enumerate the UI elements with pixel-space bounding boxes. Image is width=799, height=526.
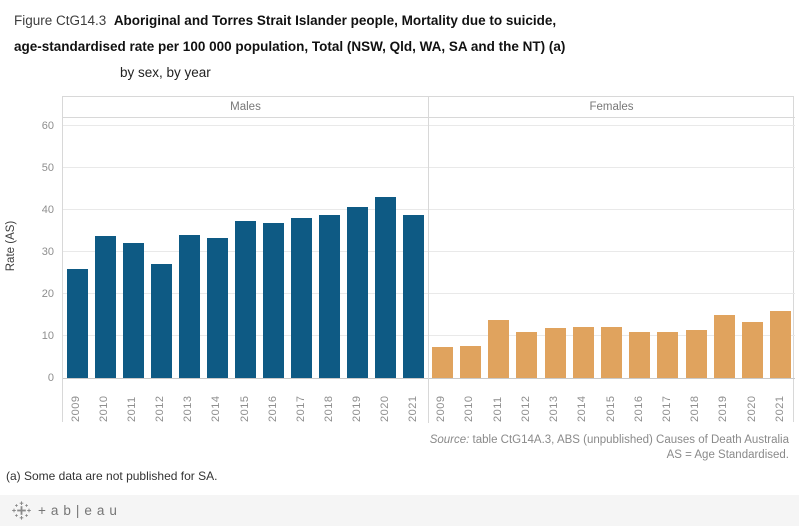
bar-females-2014[interactable]	[572, 326, 594, 378]
bar-males-2019[interactable]	[347, 207, 369, 378]
y-tick-30: 30	[41, 246, 54, 258]
year-label-females-2018: 2018	[689, 395, 702, 422]
year-label-males-2017: 2017	[294, 395, 307, 422]
bar-females-2009[interactable]	[431, 347, 453, 378]
year-label-females-2020: 2020	[745, 395, 758, 422]
tableau-toolbar: +ab|eau	[0, 495, 799, 526]
year-label-males-2014: 2014	[210, 395, 223, 422]
year-label-males-2019: 2019	[350, 395, 363, 422]
plot-area-females	[428, 118, 795, 379]
bar-females-2016[interactable]	[629, 331, 651, 378]
year-label-females-2011: 2011	[491, 396, 504, 422]
year-label-females-2009: 2009	[435, 395, 448, 422]
bar-females-2011[interactable]	[488, 320, 510, 378]
gridline-50	[428, 167, 795, 168]
tableau-wordmark: +ab|eau	[38, 502, 122, 518]
bar-males-2012[interactable]	[150, 263, 172, 378]
x-axis-males: 2009 2010 2011 2012 2013 2014 2015 2016 2017 2018…	[63, 379, 428, 423]
bar-males-2021[interactable]	[403, 214, 425, 378]
year-label-males-2020: 2020	[378, 395, 391, 422]
source-line: Source: table CtG14A.3, ABS (unpublished…	[430, 433, 789, 448]
bar-males-2017[interactable]	[291, 217, 313, 378]
bar-males-2009[interactable]	[66, 268, 88, 378]
figure-title: Figure CtG14.3 Aboriginal and Torres Str…	[14, 8, 789, 86]
gridline-60	[63, 125, 428, 126]
bar-males-2018[interactable]	[319, 214, 341, 378]
gridline-40	[63, 209, 428, 210]
footnote: (a) Some data are not published for SA.	[6, 469, 218, 483]
gridline-50	[63, 167, 428, 168]
figure-number: Figure CtG14.3	[14, 13, 107, 28]
bar-males-2014[interactable]	[206, 238, 228, 378]
tableau-logo-mark-icon	[12, 501, 31, 520]
y-tick-0: 0	[47, 372, 54, 384]
bar-females-2012[interactable]	[516, 331, 538, 378]
bar-males-2015[interactable]	[235, 220, 256, 378]
x-axis-females: 2009 2010 2011 2012 2013 2014 2015 2016 2017 2018…	[428, 379, 795, 423]
year-label-females-2017: 2017	[660, 395, 673, 422]
gridline-40	[428, 209, 795, 210]
panel-divider	[428, 97, 429, 423]
gridline-30	[428, 251, 795, 252]
bar-females-2021[interactable]	[770, 310, 792, 378]
bar-females-2020[interactable]	[742, 321, 764, 378]
as-note: AS = Age Standardised.	[666, 449, 789, 461]
year-label-females-2013: 2013	[548, 395, 561, 422]
year-label-males-2018: 2018	[322, 395, 335, 422]
year-label-females-2012: 2012	[519, 395, 532, 422]
bar-males-2016[interactable]	[263, 223, 285, 378]
tableau-logo[interactable]: +ab|eau	[12, 501, 122, 520]
source-label: Source:	[429, 434, 470, 446]
plot-area-males	[63, 118, 428, 379]
bar-females-2015[interactable]	[601, 326, 622, 378]
y-tick-60: 60	[41, 120, 54, 132]
year-label-males-2016: 2016	[266, 395, 279, 422]
y-tick-10: 10	[41, 330, 54, 342]
year-label-males-2011: 2011	[126, 396, 139, 422]
year-label-males-2013: 2013	[182, 395, 195, 422]
panel-males: Males 2009 2010 2011 2012 2013 2014 2015 2016 201…	[63, 97, 428, 423]
figure-title-bold-1: Aboriginal and Torres Strait Islander pe…	[113, 13, 557, 28]
bar-males-2010[interactable]	[94, 235, 116, 378]
figure-title-line1: Figure CtG14.3 Aboriginal and Torres Str…	[14, 8, 789, 34]
y-tick-50: 50	[41, 162, 54, 174]
bar-males-2013[interactable]	[178, 234, 200, 378]
y-tick-40: 40	[41, 204, 54, 216]
year-label-females-2021: 2021	[773, 395, 786, 422]
bar-males-2020[interactable]	[375, 196, 397, 378]
bar-females-2019[interactable]	[713, 315, 735, 378]
source-text: table CtG14A.3, ABS (unpublished) Causes…	[469, 434, 789, 446]
year-label-males-2009: 2009	[70, 395, 83, 422]
year-label-males-2021: 2021	[406, 395, 419, 422]
panel-header-males: Males	[63, 97, 428, 118]
year-label-females-2010: 2010	[463, 395, 476, 422]
bar-chart: Males 2009 2010 2011 2012 2013 2014 2015 2016 201…	[62, 96, 795, 423]
bar-females-2010[interactable]	[459, 346, 481, 378]
figure-subtitle: by sex, by year	[120, 65, 211, 80]
gridline-60	[428, 125, 795, 126]
year-label-females-2016: 2016	[632, 395, 645, 422]
bar-females-2018[interactable]	[685, 329, 707, 378]
bar-females-2017[interactable]	[657, 331, 679, 378]
source-note: Source: table CtG14A.3, ABS (unpublished…	[430, 433, 789, 463]
year-label-females-2015: 2015	[604, 395, 617, 422]
gridline-20	[428, 293, 795, 294]
y-tick-20: 20	[41, 288, 54, 300]
figure-title-bold-2: age-standardised rate per 100 000 popula…	[14, 39, 566, 54]
year-label-males-2012: 2012	[154, 395, 167, 422]
year-label-females-2019: 2019	[717, 395, 730, 422]
panel-females: Females 2009 2010 2011 2012 2013 2014 2015 2016 2…	[428, 97, 795, 423]
bar-females-2013[interactable]	[544, 328, 566, 378]
panel-header-females: Females	[428, 97, 795, 118]
year-label-males-2015: 2015	[238, 395, 251, 422]
year-label-females-2014: 2014	[576, 395, 589, 422]
bar-males-2011[interactable]	[122, 243, 144, 378]
year-label-males-2010: 2010	[98, 395, 111, 422]
